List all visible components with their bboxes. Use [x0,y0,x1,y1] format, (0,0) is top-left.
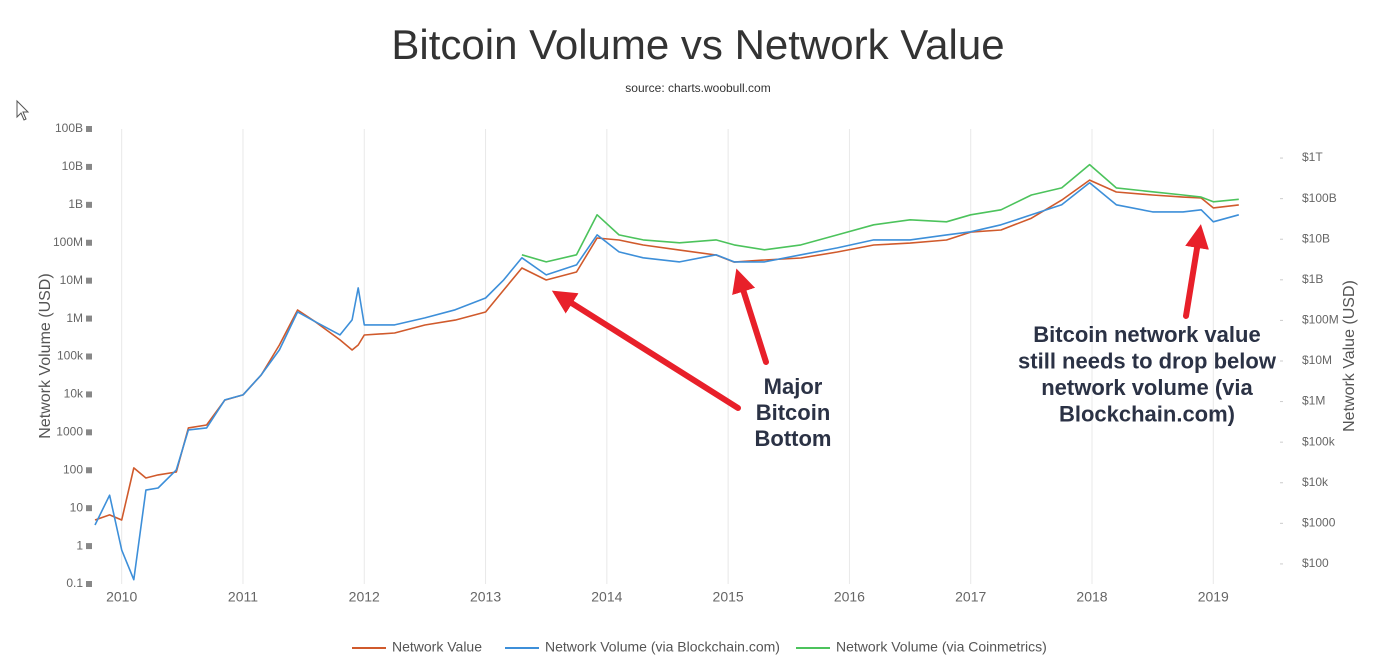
y-tick-label: 1000 [56,425,83,439]
x-tick-label: 2016 [834,589,865,605]
y-tick-mark [86,277,92,284]
y-tick-mark [86,429,92,436]
y-tick-mark [86,239,92,246]
y-tick-label: 10 [70,500,84,514]
y-tick-mark [86,391,92,398]
x-tick-label: 2014 [591,589,622,605]
y2-tick-label: $10B [1302,231,1330,245]
legend-label: Network Volume (via Coinmetrics) [836,639,1047,655]
legend-label: Network Value [392,639,482,655]
series-line [94,182,1240,581]
x-tick-label: 2011 [228,589,258,605]
y2-tick-label: $1B [1302,272,1323,286]
y2-tick-label: $1M [1302,394,1325,408]
y-tick-mark [86,467,92,474]
y-tick-label: 1 [76,538,83,552]
chart-title: Bitcoin Volume vs Network Value [391,21,1004,68]
x-tick-label: 2018 [1076,589,1107,605]
annotation-text: Bitcoin network value [1033,322,1260,347]
y-tick-mark [86,126,92,132]
y-tick-label: 100M [53,235,83,249]
y-tick-mark [86,543,92,550]
x-tick-label: 2015 [713,589,744,605]
y2-tick-label: $10k [1302,475,1329,489]
series-line [521,163,1239,263]
arrow [732,268,769,365]
y2-tick-label: $100B [1302,191,1337,205]
y2-tick-label: $100k [1302,434,1336,448]
y-tick-mark [86,581,92,587]
y-axis-title: Network Volume (USD) [37,273,54,438]
annotation-text: Bottom [755,426,832,451]
y-tick-mark [86,315,92,322]
cursor-icon [16,99,30,121]
y-tick-mark [86,505,92,512]
y-tick-label: 1M [66,311,83,325]
y-tick-mark [86,353,92,360]
annotation-text: network volume (via [1041,375,1253,400]
x-tick-label: 2019 [1198,589,1229,605]
y-tick-mark [86,163,92,170]
x-tick-label: 2013 [470,589,501,605]
series-line [94,179,1239,521]
y2-axis-title: Network Value (USD) [1341,280,1358,432]
x-tick-label: 2017 [955,589,986,605]
y2-tick-label: $10M [1302,353,1332,367]
annotation-text: Major [764,374,823,399]
y-tick-label: 10M [60,273,83,287]
y-tick-label: 10k [64,387,84,401]
y-tick-label: 100 [63,462,83,476]
arrows [551,224,1209,411]
y-tick-label: 100B [55,121,83,135]
annotation-text: Bitcoin [756,400,831,425]
y2-tick-label: $1T [1302,150,1323,164]
annotation-text: still needs to drop below [1018,348,1277,373]
y-tick-label: 10B [62,159,83,173]
y-tick-label: 0.1 [66,576,83,590]
y-tick-label: 1B [68,197,83,211]
y2-tick-label: $100M [1302,313,1339,327]
arrow [1183,224,1209,319]
legend-label: Network Volume (via Blockchain.com) [545,639,780,655]
y-tick-mark [86,201,92,208]
arrow [551,290,741,411]
y2-tick-label: $100 [1302,556,1329,570]
annotation-text: Blockchain.com) [1059,401,1235,426]
grid-layer [121,129,1214,584]
y-tick-label: 100k [57,349,84,363]
y2-tick-label: $1000 [1302,516,1336,530]
x-tick-label: 2012 [349,589,380,605]
chart-subtitle: source: charts.woobull.com [625,81,770,95]
x-tick-label: 2010 [106,589,137,605]
